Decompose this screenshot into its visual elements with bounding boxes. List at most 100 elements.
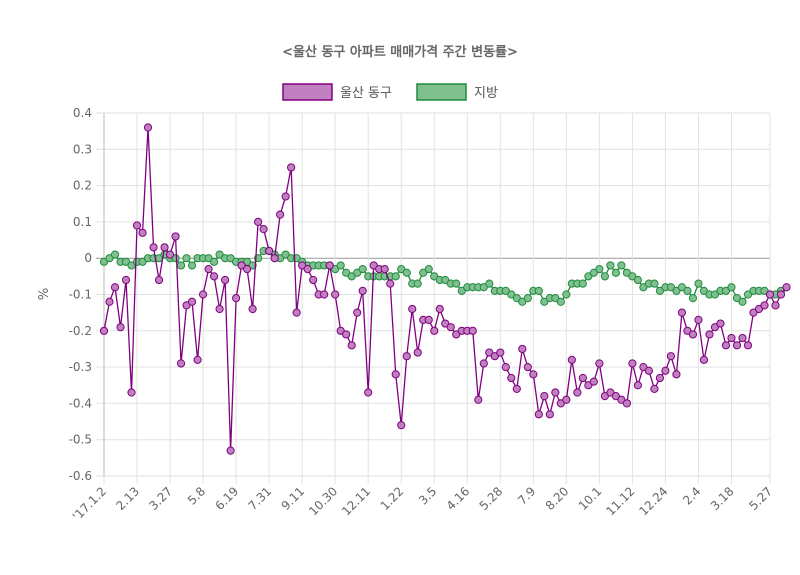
data-point[interactable] — [518, 344, 527, 354]
data-point[interactable] — [209, 272, 219, 281]
data-point[interactable] — [743, 290, 753, 299]
data-point[interactable] — [204, 264, 213, 274]
data-point[interactable] — [121, 275, 131, 285]
data-point[interactable] — [138, 228, 147, 237]
data-point[interactable] — [562, 395, 571, 404]
data-point[interactable] — [347, 341, 356, 350]
data-point[interactable] — [727, 283, 736, 292]
data-point[interactable] — [452, 330, 461, 339]
data-point[interactable] — [110, 283, 120, 292]
data-point[interactable] — [424, 315, 433, 325]
data-point[interactable] — [397, 264, 406, 274]
data-point[interactable] — [342, 330, 351, 339]
data-point[interactable] — [165, 250, 175, 259]
legend-item-ulsan-donggu[interactable]: 울산 동구 — [282, 83, 392, 101]
data-point[interactable] — [534, 410, 543, 419]
data-point[interactable] — [386, 279, 395, 288]
data-point[interactable] — [683, 286, 692, 295]
data-point[interactable] — [320, 290, 329, 299]
data-point[interactable] — [336, 261, 345, 270]
data-point[interactable] — [650, 384, 659, 393]
data-point[interactable] — [468, 326, 477, 335]
data-point[interactable] — [402, 352, 411, 361]
data-point[interactable] — [270, 254, 279, 263]
data-point[interactable] — [149, 243, 158, 252]
data-point[interactable] — [182, 301, 191, 310]
data-point[interactable] — [699, 355, 709, 364]
data-point[interactable] — [496, 348, 505, 357]
data-point[interactable] — [160, 243, 169, 252]
data-point[interactable] — [485, 279, 494, 288]
data-point[interactable] — [639, 283, 648, 292]
data-point[interactable] — [523, 363, 532, 372]
data-point[interactable] — [435, 304, 444, 314]
data-point[interactable] — [578, 373, 587, 383]
data-point[interactable] — [187, 261, 197, 270]
data-point[interactable] — [132, 221, 142, 230]
data-point[interactable] — [518, 297, 527, 306]
data-point[interactable] — [265, 246, 274, 256]
data-point[interactable] — [578, 279, 587, 288]
data-point[interactable] — [358, 286, 367, 295]
data-point[interactable] — [600, 272, 609, 281]
data-point[interactable] — [424, 264, 433, 274]
data-point[interactable] — [259, 225, 268, 234]
data-point[interactable] — [430, 326, 439, 335]
data-point[interactable] — [287, 163, 296, 172]
data-point[interactable] — [325, 261, 334, 270]
data-point[interactable] — [501, 286, 510, 295]
data-point[interactable] — [523, 294, 532, 303]
data-point[interactable] — [584, 272, 593, 281]
data-point[interactable] — [716, 319, 725, 328]
data-point[interactable] — [628, 359, 637, 368]
data-point[interactable] — [507, 373, 516, 383]
data-point[interactable] — [529, 370, 538, 379]
data-point[interactable] — [237, 261, 246, 270]
data-point[interactable] — [143, 123, 153, 132]
data-point[interactable] — [198, 290, 208, 299]
data-point[interactable] — [782, 283, 791, 292]
data-point[interactable] — [474, 395, 483, 404]
data-point[interactable] — [644, 366, 654, 375]
data-point[interactable] — [105, 297, 114, 306]
data-point[interactable] — [176, 359, 186, 368]
data-point[interactable] — [633, 381, 643, 390]
data-point[interactable] — [760, 301, 769, 310]
data-point[interactable] — [220, 275, 230, 285]
data-point[interactable] — [397, 421, 406, 430]
data-point[interactable] — [303, 264, 312, 274]
data-point[interactable] — [391, 370, 400, 379]
data-point[interactable] — [639, 363, 648, 372]
data-point[interactable] — [738, 297, 747, 306]
data-point[interactable] — [727, 333, 736, 343]
legend-item-jibang[interactable]: 지방 — [416, 83, 498, 101]
data-point[interactable] — [105, 254, 114, 263]
data-point[interactable] — [226, 446, 235, 455]
data-point[interactable] — [611, 268, 620, 277]
data-point[interactable] — [408, 304, 417, 314]
data-point[interactable] — [771, 301, 780, 310]
data-point[interactable] — [243, 264, 252, 274]
data-point[interactable] — [209, 257, 219, 266]
data-point[interactable] — [342, 268, 351, 277]
data-point[interactable] — [677, 283, 687, 292]
data-point[interactable] — [584, 381, 593, 390]
data-point[interactable] — [776, 290, 786, 299]
data-point[interactable] — [606, 261, 615, 270]
data-point[interactable] — [721, 341, 731, 350]
data-point[interactable] — [452, 279, 461, 288]
data-point[interactable] — [573, 388, 582, 397]
data-point[interactable] — [490, 352, 499, 361]
data-point[interactable] — [402, 268, 411, 277]
data-point[interactable] — [276, 210, 285, 219]
data-point[interactable] — [556, 399, 565, 408]
data-point[interactable] — [551, 388, 560, 397]
data-point[interactable] — [391, 272, 400, 281]
data-point[interactable] — [534, 286, 543, 295]
data-point[interactable] — [331, 290, 340, 299]
data-point[interactable] — [694, 315, 703, 325]
data-point[interactable] — [292, 308, 301, 317]
data-point[interactable] — [176, 261, 186, 270]
data-point[interactable] — [677, 308, 687, 317]
data-point[interactable] — [110, 250, 120, 259]
